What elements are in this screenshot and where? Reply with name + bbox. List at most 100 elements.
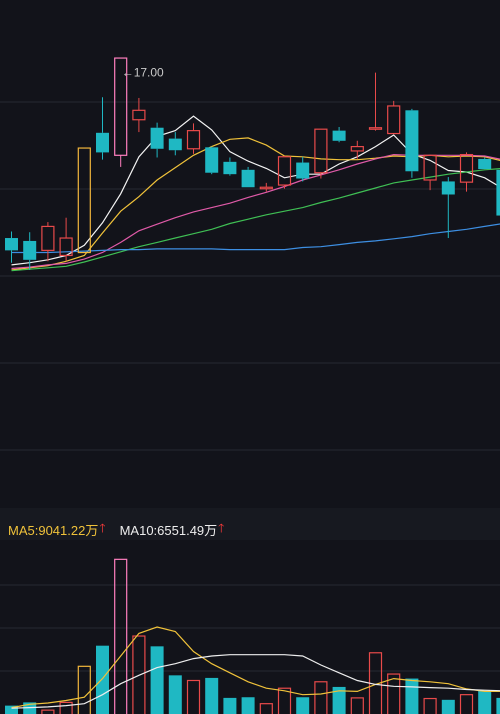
- up-arrow-icon: 🡑: [218, 520, 225, 535]
- candle: [5, 231, 18, 263]
- candle: [241, 166, 255, 188]
- volume-bar: [223, 697, 237, 714]
- candle: [223, 157, 237, 176]
- candle-body: [332, 130, 346, 141]
- volume-ma10-label: MA10:6551.49万: [119, 522, 218, 538]
- volume-bar: [314, 681, 328, 714]
- candle-body: [459, 153, 474, 183]
- volume-ma5-legend: MA5:9041.22万 🡑: [8, 519, 106, 540]
- candle: [296, 156, 310, 182]
- volume-bar: [332, 686, 346, 714]
- candle-body: [5, 238, 18, 251]
- volume-bar: [41, 709, 55, 714]
- panel-separator: [0, 508, 500, 540]
- volume-bars: [5, 558, 500, 714]
- volume-bar: [59, 701, 73, 714]
- volume-bar: [241, 697, 255, 714]
- candle-body: [23, 240, 37, 260]
- volume-bar: [368, 652, 383, 714]
- candle-body: [96, 132, 109, 153]
- candle: [332, 127, 346, 143]
- candle: [314, 128, 328, 179]
- volume-bar: [350, 697, 364, 714]
- volume-bar: [114, 558, 128, 714]
- candle-body: [441, 181, 455, 195]
- candle: [405, 108, 419, 178]
- candle-body: [405, 110, 419, 172]
- peak-price-annotation: ←17.00: [122, 66, 164, 80]
- candle-body: [114, 57, 128, 156]
- volume-bar: [205, 677, 219, 714]
- candle: [168, 132, 182, 156]
- volume-ma-line: [11, 626, 500, 709]
- candle: [150, 122, 164, 158]
- candle-body: [259, 186, 273, 190]
- up-arrow-icon: 🡑: [99, 520, 106, 535]
- volume-bar: [168, 675, 182, 714]
- candle: [114, 57, 128, 167]
- candle-body: [223, 161, 237, 175]
- volume-grid: [0, 584, 500, 672]
- candle-body: [350, 145, 364, 152]
- candle-body: [387, 105, 401, 135]
- volume-bar: [186, 679, 201, 714]
- candle-body: [205, 147, 219, 173]
- candle: [423, 154, 437, 191]
- candle-body: [132, 109, 146, 121]
- candle: [23, 232, 37, 270]
- candle-body: [478, 158, 492, 170]
- volume-bar: [277, 687, 292, 714]
- candle-body: [296, 162, 310, 179]
- volume-bar: [405, 678, 419, 714]
- candle-body: [59, 237, 73, 257]
- candle-body: [41, 225, 55, 251]
- candle-body: [277, 156, 292, 186]
- candle: [277, 156, 292, 189]
- candle: [59, 217, 73, 262]
- candle: [441, 177, 455, 239]
- candle: [96, 97, 109, 160]
- candle-body: [368, 127, 383, 130]
- price-panel-background: [0, 0, 500, 508]
- price-grid: [0, 101, 500, 451]
- volume-bar: [478, 690, 492, 714]
- price-ma-line: [11, 223, 500, 254]
- volume-bar: [5, 705, 18, 714]
- price-candles: [5, 57, 500, 270]
- volume-bar: [150, 646, 164, 714]
- volume-bar: [96, 645, 109, 714]
- volume-ma-line: [11, 654, 500, 709]
- candle-body: [496, 169, 500, 216]
- volume-bar: [423, 697, 437, 714]
- candle: [459, 152, 474, 192]
- volume-legend: MA5:9041.22万 🡑 MA10:6551.49万 🡑: [8, 519, 224, 539]
- volume-bar: [132, 635, 146, 714]
- candle: [186, 123, 201, 154]
- candle-body: [150, 127, 164, 149]
- candle: [368, 72, 383, 131]
- volume-ma10-legend: MA10:6551.49万 🡑: [120, 519, 225, 540]
- candle-body: [241, 169, 255, 188]
- candle-body: [423, 154, 437, 181]
- volume-bar: [496, 697, 500, 714]
- volume-bar: [387, 673, 401, 714]
- candle: [496, 169, 500, 216]
- candle-body: [168, 138, 182, 151]
- candle: [478, 157, 492, 170]
- candle: [132, 97, 146, 133]
- candle: [205, 146, 219, 175]
- volume-bar: [441, 699, 455, 714]
- volume-moving-averages: [11, 626, 500, 709]
- candle: [259, 182, 273, 192]
- volume-bar: [459, 694, 474, 714]
- volume-ma5-label: MA5:9041.22万: [8, 522, 99, 538]
- candle: [77, 147, 91, 254]
- volume-bar: [259, 703, 273, 714]
- volume-bar: [77, 665, 91, 714]
- candle: [41, 222, 55, 262]
- candle: [350, 140, 364, 159]
- candle-body: [186, 130, 201, 150]
- candle: [387, 100, 401, 135]
- candle-body: [314, 128, 328, 174]
